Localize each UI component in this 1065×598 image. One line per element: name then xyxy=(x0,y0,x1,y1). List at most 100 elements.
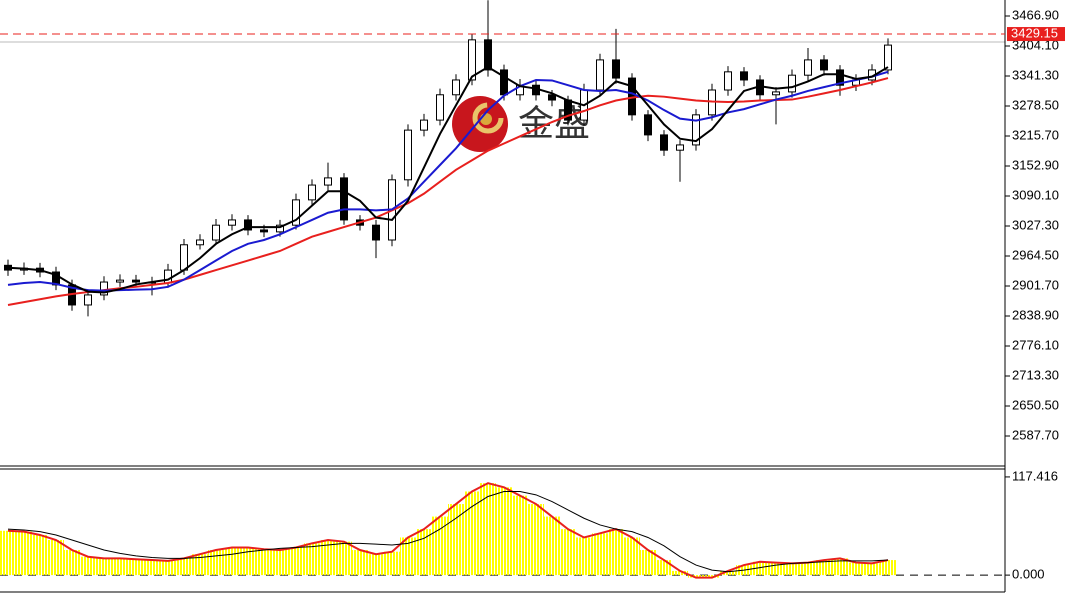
histogram-bar xyxy=(176,558,192,576)
histogram-bar xyxy=(400,537,416,576)
y-tick-label: 117.416 xyxy=(1012,468,1058,483)
candle-body xyxy=(132,279,140,283)
y-tick-label: 2776.10 xyxy=(1012,337,1059,352)
watermark-logo xyxy=(452,96,508,152)
candle-body xyxy=(660,134,668,151)
histogram-bar xyxy=(480,483,496,576)
candle-body xyxy=(740,71,748,81)
y-tick-label: 3466.90 xyxy=(1012,7,1059,22)
candle-body xyxy=(100,281,108,296)
y-tick-label: 2964.50 xyxy=(1012,247,1059,262)
histogram-bar xyxy=(608,529,624,576)
histogram-bar xyxy=(624,537,640,576)
histogram-bar xyxy=(160,560,176,576)
histogram-bar xyxy=(640,550,656,576)
candle-body xyxy=(196,239,204,246)
candle-body xyxy=(884,44,892,71)
histogram-bar xyxy=(848,562,864,576)
price-label: 3429.15 xyxy=(1011,25,1058,40)
histogram-bar xyxy=(64,550,80,576)
y-tick-label: 0.000 xyxy=(1012,567,1045,582)
histogram-bar xyxy=(112,558,128,576)
histogram-bar xyxy=(688,575,704,578)
watermark-text: 金盛 xyxy=(518,103,590,144)
histogram-bar xyxy=(880,560,896,576)
candle-body xyxy=(180,244,188,271)
y-tick-label: 3404.10 xyxy=(1012,37,1059,52)
histogram-bar xyxy=(592,533,608,576)
histogram-bar xyxy=(752,561,768,576)
indicator-line xyxy=(7,77,889,306)
candle-body xyxy=(724,71,732,91)
histogram-bar xyxy=(304,543,320,576)
candle-body xyxy=(228,219,236,226)
histogram-bar xyxy=(864,563,880,576)
histogram-bar xyxy=(336,541,352,576)
candle-body xyxy=(372,224,380,241)
histogram-bar xyxy=(704,575,720,578)
histogram-bar xyxy=(0,530,16,576)
y-tick-label: 3090.10 xyxy=(1012,187,1059,202)
candle-body xyxy=(548,94,556,101)
candle-body xyxy=(676,144,684,151)
histogram-bar xyxy=(352,550,368,576)
y-tick-label: 2650.50 xyxy=(1012,397,1059,412)
histogram-bar xyxy=(544,516,560,576)
candle-body xyxy=(772,91,780,96)
y-tick-label: 3215.70 xyxy=(1012,127,1059,142)
candle-body xyxy=(340,177,348,221)
candle-body xyxy=(324,177,332,186)
candle-body xyxy=(308,184,316,201)
histogram-bar xyxy=(144,560,160,576)
candle-body xyxy=(500,69,508,96)
candle-body xyxy=(244,219,252,231)
y-tick-label: 3152.90 xyxy=(1012,157,1059,172)
histogram-bar xyxy=(576,537,592,576)
indicator-line xyxy=(7,482,889,579)
candle-body xyxy=(644,114,652,136)
histogram-bar xyxy=(464,491,480,576)
histogram-bar xyxy=(80,556,96,576)
histogram-bar xyxy=(528,504,544,576)
y-tick-label: 2838.90 xyxy=(1012,307,1059,322)
histogram-bar xyxy=(720,570,736,576)
candle-body xyxy=(836,69,844,86)
candle-body xyxy=(164,269,172,284)
candle-body xyxy=(468,39,476,81)
y-tick-label: 2901.70 xyxy=(1012,277,1059,292)
candle-body xyxy=(612,59,620,79)
candle-body xyxy=(484,39,492,71)
candle-body xyxy=(212,224,220,241)
candle-body xyxy=(276,224,284,233)
y-tick-label: 2713.30 xyxy=(1012,367,1059,382)
histogram-bar xyxy=(32,534,48,576)
candle-body xyxy=(452,79,460,96)
histogram-bar xyxy=(496,487,512,576)
histogram-bar xyxy=(800,562,816,576)
price-label-box xyxy=(1007,27,1065,42)
candle-body xyxy=(420,119,428,131)
histogram-bar xyxy=(16,531,32,576)
candle-body xyxy=(436,94,444,121)
histogram-bar xyxy=(672,570,688,576)
histogram-bar xyxy=(96,558,112,576)
histogram-bar xyxy=(832,558,848,576)
y-tick-label: 2587.70 xyxy=(1012,427,1059,442)
indicator-line xyxy=(7,490,889,573)
histogram-bar xyxy=(48,539,64,576)
histogram-bar xyxy=(560,529,576,576)
candle-body xyxy=(116,279,124,283)
y-tick-label: 3278.50 xyxy=(1012,97,1059,112)
histogram-bar xyxy=(256,549,272,576)
histogram-bar xyxy=(272,550,288,576)
histogram-bar xyxy=(224,547,240,576)
histogram-bar xyxy=(128,559,144,576)
histogram-bar xyxy=(656,560,672,576)
histogram-bar xyxy=(208,550,224,576)
histogram-bar xyxy=(816,560,832,576)
candle-body xyxy=(292,199,300,226)
histogram-bar xyxy=(784,563,800,576)
histogram-bar xyxy=(368,554,384,576)
indicator-line xyxy=(7,65,889,294)
